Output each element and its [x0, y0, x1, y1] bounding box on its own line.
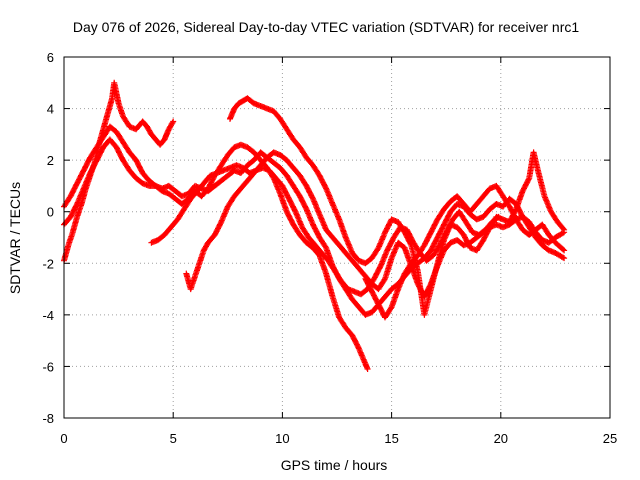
data-markers-track-6	[227, 95, 568, 318]
x-tick-label: 0	[60, 431, 67, 446]
plot-frame	[63, 56, 611, 419]
y-tick-label: -2	[42, 256, 54, 271]
axis-ticks: 0 5 10 15 20 25 -8 -6 -4 -2 0 2 4 6	[42, 50, 617, 446]
y-tick-label: 0	[47, 205, 54, 220]
y-tick-label: -4	[42, 308, 54, 323]
y-tick-label: -8	[42, 411, 54, 426]
x-axis-label: GPS time / hours	[281, 457, 388, 473]
x-tick-label: 15	[384, 431, 398, 446]
chart-title: Day 076 of 2026, Sidereal Day-to-day VTE…	[73, 19, 579, 35]
y-tick-label: 2	[47, 153, 54, 168]
series-track-4	[148, 162, 502, 298]
y-tick-label: -6	[42, 359, 54, 374]
x-tick-label: 25	[603, 431, 617, 446]
y-tick-label: 4	[47, 102, 54, 117]
y-axis-label: SDTVAR / TECUs	[7, 182, 23, 294]
series-track-6	[227, 95, 568, 318]
data-markers-track-4	[148, 162, 502, 298]
y-tick-label: 6	[47, 50, 54, 65]
x-tick-label: 20	[494, 431, 508, 446]
series-track-7	[362, 182, 568, 321]
x-tick-label: 5	[170, 431, 177, 446]
data-markers-track-7	[362, 182, 568, 321]
x-tick-label: 10	[275, 431, 289, 446]
data-marks	[61, 79, 568, 372]
